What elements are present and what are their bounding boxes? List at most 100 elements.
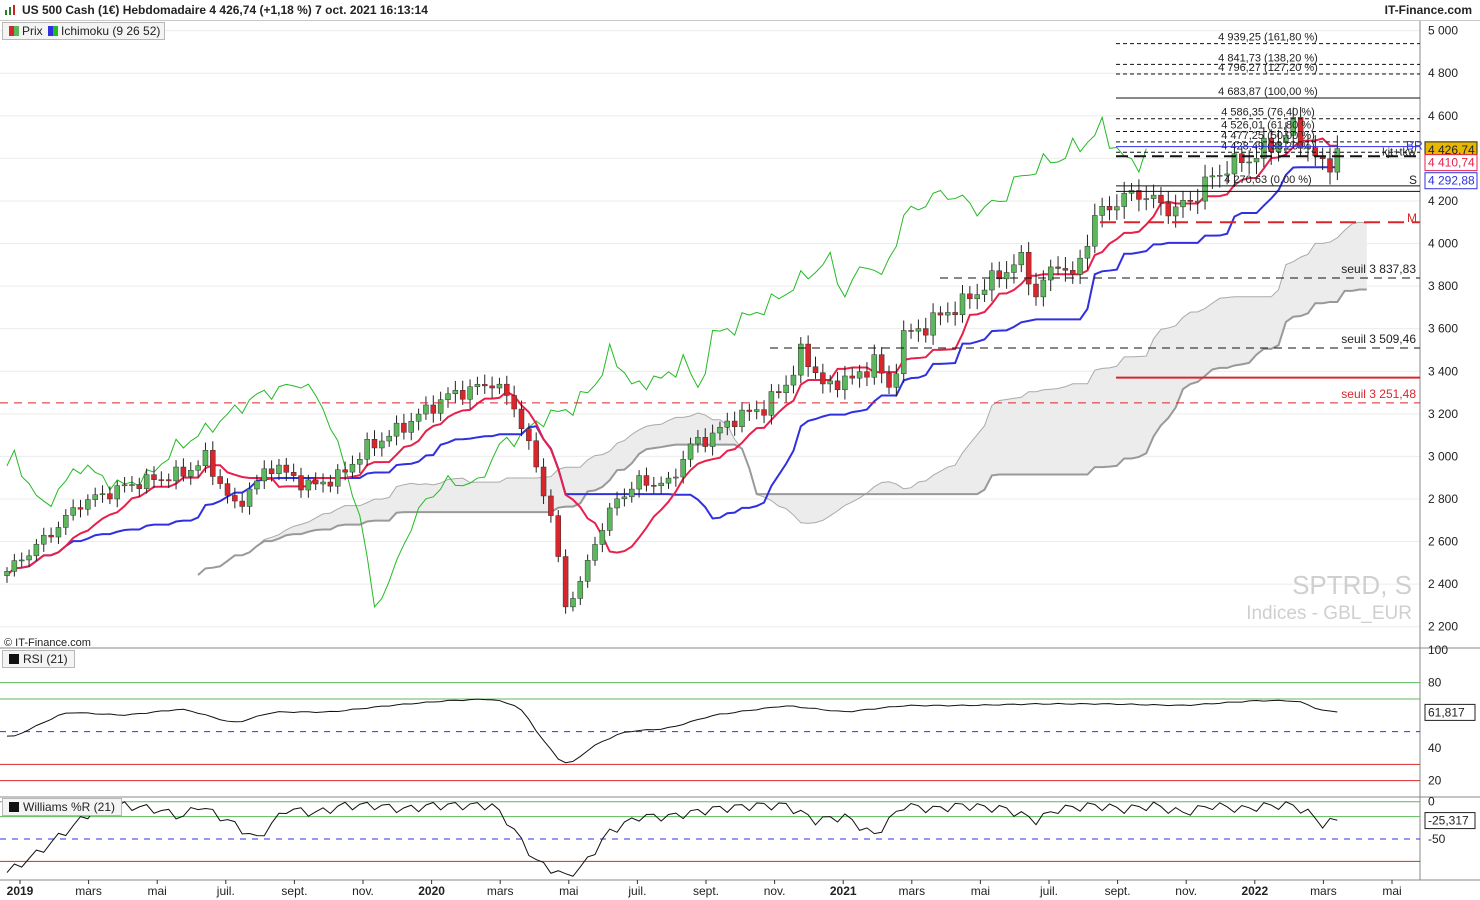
candle-bull <box>173 466 179 482</box>
chart-title: US 500 Cash (1€) Hebdomadaire 4 426,74 (… <box>22 3 428 17</box>
candle-bull <box>26 555 32 561</box>
watermark-sub: Indices - GBL_EUR <box>1246 603 1412 624</box>
candle-bull <box>989 270 995 291</box>
candle-bull <box>63 515 69 528</box>
kjt-marker: kjt+tkw <box>1382 146 1416 158</box>
candle-bull <box>709 432 716 447</box>
candle-bear <box>1165 202 1172 217</box>
candle-bull <box>673 476 679 479</box>
candle-bear <box>459 390 466 400</box>
candle-bear <box>834 380 841 391</box>
candle-bear <box>812 366 819 373</box>
candle-bull <box>1099 206 1105 216</box>
ichimoku-swatch-icon <box>48 26 59 36</box>
williams-title: Williams %R (21) <box>23 800 116 814</box>
candle-bull <box>790 374 797 386</box>
candle-bear <box>217 476 223 484</box>
candle-bear <box>48 534 54 538</box>
rsi-title: RSI (21) <box>23 652 68 666</box>
candle-bull <box>1290 117 1296 136</box>
price-badge-label: 4 426,74 <box>1428 143 1475 157</box>
candle-bull <box>195 465 201 471</box>
candle-bull <box>1114 206 1120 211</box>
x-tick-label: mai <box>1382 884 1401 898</box>
candle-bull <box>1018 252 1025 266</box>
candle-bull <box>614 498 620 509</box>
brand-label[interactable]: IT-Finance.com <box>1384 3 1472 17</box>
x-tick-label: 2022 <box>1241 884 1268 898</box>
rsi-tick-label: 80 <box>1428 676 1442 690</box>
x-tick-label: sept. <box>1105 884 1131 898</box>
candle-bull <box>1231 153 1238 175</box>
williams-swatch-icon <box>9 802 19 812</box>
candle-bull <box>717 426 723 434</box>
price-tick-label: 2 200 <box>1428 620 1458 634</box>
candle-bull <box>665 477 672 484</box>
support-label: seuil 3 509,46 <box>1341 332 1416 346</box>
candle-bear <box>1106 206 1113 211</box>
candle-bull <box>423 404 429 415</box>
candle-bear <box>562 556 569 608</box>
candle-bull <box>1172 206 1179 217</box>
x-tick-label: mai <box>559 884 578 898</box>
price-tick-label: 4 000 <box>1428 237 1458 251</box>
candle-bull <box>415 413 422 422</box>
candle-bull <box>724 420 731 428</box>
candle-bear <box>180 466 187 477</box>
candle-bear <box>886 372 892 388</box>
candle-bear <box>849 375 855 379</box>
m-marker: M <box>1407 211 1417 225</box>
candle-bull <box>1047 266 1054 281</box>
candle-bull <box>577 581 584 599</box>
candle-bull <box>1084 245 1091 259</box>
candles <box>4 106 1341 614</box>
candle-bull <box>202 450 209 467</box>
candle-bull <box>114 485 120 500</box>
williams-legend[interactable]: Williams %R (21) <box>2 798 123 816</box>
x-tick-label: 2020 <box>418 884 445 898</box>
x-tick-label: 2021 <box>830 884 857 898</box>
price-tick-label: 4 600 <box>1428 109 1458 123</box>
fib-label: 4 477,25 (50,00 %) <box>1221 130 1315 142</box>
candle-bull <box>930 312 936 336</box>
candle-bull <box>1305 147 1311 149</box>
candle-bear <box>1158 194 1164 204</box>
header-bar: US 500 Cash (1€) Hebdomadaire 4 426,74 (… <box>0 0 1480 21</box>
candle-bear <box>967 293 973 300</box>
candle-bear <box>533 440 539 468</box>
candle-bull <box>687 443 694 460</box>
candle-bull <box>570 598 576 608</box>
price-tick-label: 2 400 <box>1428 577 1458 591</box>
candle-bear <box>371 439 378 449</box>
candle-bear <box>540 466 547 497</box>
price-swatch-icon <box>9 26 19 36</box>
candle-bear <box>482 384 488 387</box>
candle-bull <box>41 534 47 545</box>
candle-bull <box>467 386 473 400</box>
candle-bear <box>232 495 238 502</box>
price-tick-label: 4 200 <box>1428 194 1458 208</box>
candle-bull <box>915 328 922 332</box>
candle-bear <box>312 479 319 485</box>
price-legend[interactable]: Prix Ichimoku (9 26 52) <box>2 22 166 40</box>
candle-bull <box>658 482 664 487</box>
candle-bull <box>827 380 833 385</box>
price-tick-label: 3 800 <box>1428 279 1458 293</box>
candle-bull <box>629 488 635 498</box>
fib-label: 4 796,27 (127,20 %) <box>1218 62 1318 74</box>
candle-bear <box>489 385 495 389</box>
candle-bear <box>776 391 782 394</box>
price-grid <box>0 30 1420 628</box>
candle-bull <box>959 293 966 316</box>
candle-bull <box>871 354 878 378</box>
candle-bear <box>1327 158 1333 173</box>
rsi-legend[interactable]: RSI (21) <box>2 650 75 668</box>
candle-bear <box>864 371 870 378</box>
candle-bear <box>937 312 944 316</box>
x-tick-label: juil. <box>627 884 646 898</box>
candle-bull <box>592 544 598 561</box>
copyright-label: © IT-Finance.com <box>4 637 91 649</box>
candle-bull <box>981 289 988 295</box>
candle-bull <box>305 479 312 491</box>
candle-bull <box>188 469 194 477</box>
